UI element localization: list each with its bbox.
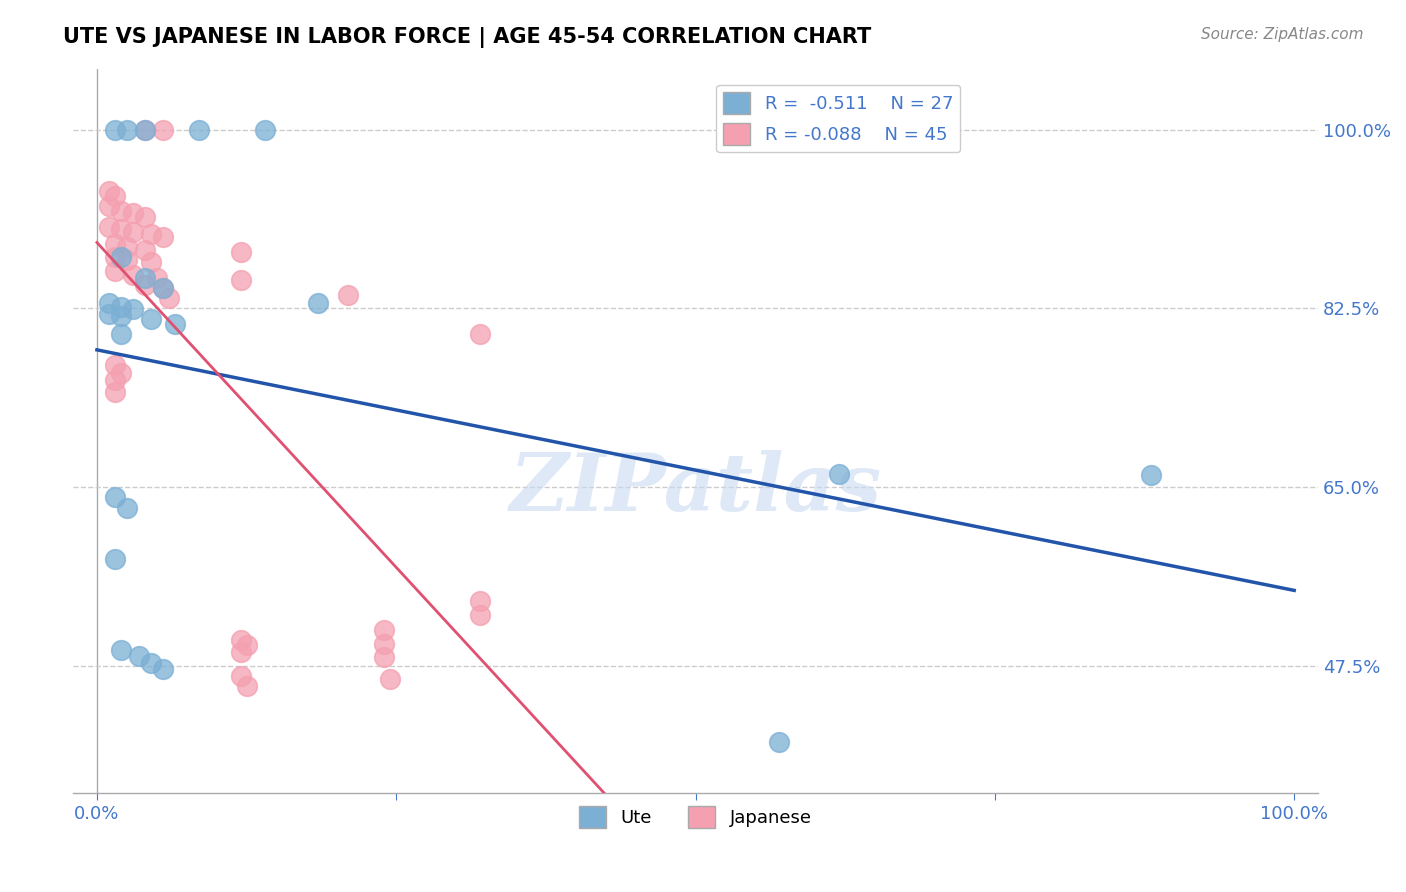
Point bbox=[152, 281, 174, 295]
Point bbox=[115, 122, 138, 136]
Point bbox=[104, 189, 127, 203]
Point bbox=[152, 281, 174, 295]
Point bbox=[104, 263, 127, 277]
Point bbox=[468, 607, 491, 622]
Point bbox=[97, 306, 120, 320]
Point bbox=[115, 253, 138, 268]
Point bbox=[104, 251, 127, 265]
Point bbox=[1139, 467, 1161, 482]
Point bbox=[152, 662, 174, 676]
Point bbox=[134, 244, 156, 258]
Point bbox=[139, 311, 162, 326]
Point bbox=[187, 122, 209, 136]
Point bbox=[229, 245, 252, 260]
Point bbox=[104, 122, 127, 136]
Point bbox=[110, 222, 132, 236]
Point bbox=[768, 735, 790, 749]
Point bbox=[163, 317, 186, 331]
Point bbox=[97, 184, 120, 198]
Point bbox=[229, 669, 252, 683]
Point bbox=[229, 633, 252, 648]
Point bbox=[110, 643, 132, 657]
Point bbox=[229, 645, 252, 659]
Point bbox=[134, 210, 156, 224]
Point bbox=[97, 199, 120, 213]
Point bbox=[157, 291, 180, 305]
Text: ZIPatlas: ZIPatlas bbox=[509, 450, 882, 528]
Point bbox=[115, 240, 138, 254]
Point bbox=[229, 273, 252, 287]
Point bbox=[121, 225, 143, 239]
Point bbox=[104, 385, 127, 400]
Point bbox=[104, 358, 127, 372]
Point bbox=[134, 122, 156, 136]
Point bbox=[337, 288, 360, 302]
Point bbox=[468, 594, 491, 608]
Point bbox=[104, 373, 127, 387]
Point bbox=[128, 648, 150, 663]
Point bbox=[110, 326, 132, 341]
Point bbox=[139, 656, 162, 670]
Point bbox=[134, 270, 156, 285]
Point bbox=[134, 277, 156, 292]
Point bbox=[115, 500, 138, 515]
Point bbox=[235, 638, 257, 652]
Text: UTE VS JAPANESE IN LABOR FORCE | AGE 45-54 CORRELATION CHART: UTE VS JAPANESE IN LABOR FORCE | AGE 45-… bbox=[63, 27, 872, 48]
Point bbox=[121, 206, 143, 220]
Point bbox=[110, 251, 132, 265]
Point bbox=[152, 230, 174, 244]
Point bbox=[139, 227, 162, 241]
Point bbox=[373, 637, 395, 651]
Point bbox=[253, 122, 276, 136]
Point bbox=[104, 237, 127, 252]
Point bbox=[121, 302, 143, 317]
Legend: Ute, Japanese: Ute, Japanese bbox=[572, 798, 820, 835]
Point bbox=[373, 649, 395, 664]
Point bbox=[152, 122, 174, 136]
Text: Source: ZipAtlas.com: Source: ZipAtlas.com bbox=[1201, 27, 1364, 42]
Point bbox=[828, 467, 851, 481]
Point bbox=[307, 296, 329, 310]
Point bbox=[104, 491, 127, 505]
Point bbox=[134, 122, 156, 136]
Point bbox=[97, 296, 120, 310]
Point bbox=[139, 255, 162, 269]
Point bbox=[110, 366, 132, 380]
Point bbox=[146, 270, 169, 285]
Point bbox=[380, 672, 402, 686]
Point bbox=[468, 326, 491, 341]
Point bbox=[235, 679, 257, 693]
Point bbox=[121, 268, 143, 282]
Point bbox=[110, 309, 132, 323]
Point bbox=[373, 623, 395, 637]
Point bbox=[97, 219, 120, 234]
Point bbox=[104, 551, 127, 566]
Point bbox=[110, 301, 132, 315]
Point bbox=[110, 204, 132, 219]
